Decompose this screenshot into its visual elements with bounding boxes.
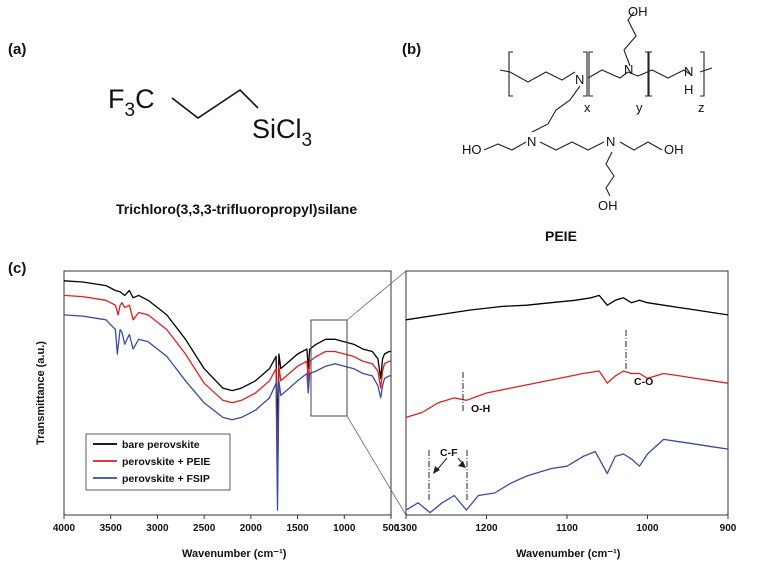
right-x-axis-label: Wavenumber (cm⁻¹) <box>516 548 621 560</box>
right-series-3 <box>405 438 729 514</box>
left-plot-area <box>63 280 391 511</box>
svg-text:OH: OH <box>598 198 618 213</box>
right-plot-area <box>405 294 729 514</box>
left-series-3 <box>63 314 391 511</box>
right-x-tick-label: 1300 <box>395 523 418 534</box>
svg-text:y: y <box>636 100 643 115</box>
legend-entry-bare: bare perovskite <box>122 439 200 451</box>
left-x-tick-label: 500 <box>383 523 400 534</box>
left-x-tick-label: 3500 <box>100 523 123 534</box>
legend-entry-peie: perovskite + PEIE <box>122 456 210 468</box>
svg-text:N: N <box>575 72 584 87</box>
panel-c-label: (c) <box>8 260 26 277</box>
svg-text:x: x <box>584 100 591 115</box>
svg-text:HO: HO <box>462 142 482 157</box>
svg-text:N: N <box>527 134 536 149</box>
left-series-1 <box>63 280 391 443</box>
right-series-2 <box>405 370 729 419</box>
left-x-tick-label: 3000 <box>146 523 169 534</box>
left-plot-frame <box>63 270 392 516</box>
svg-text:z: z <box>698 100 705 115</box>
svg-text:N: N <box>684 64 693 79</box>
propyl-chain <box>171 88 259 119</box>
annotation-oh: O-H <box>471 403 490 415</box>
left-x-tick-label: 1000 <box>333 523 356 534</box>
svg-text:OH: OH <box>628 4 648 19</box>
left-x-axis-label: Wavenumber (cm⁻¹) <box>182 548 287 560</box>
left-x-tick-label: 4000 <box>53 523 76 534</box>
right-x-tick-label: 900 <box>720 523 737 534</box>
peie-structure <box>483 11 713 197</box>
annotation-co: C-O <box>634 376 653 388</box>
right-x-ticks: 1300 1200 1100 1000 900 <box>395 515 737 534</box>
y-axis-label: Transmittance (a.u.) <box>35 341 47 445</box>
formula-sicl3: SiCl3 <box>252 114 312 151</box>
zoom-connector-bottom <box>346 415 407 516</box>
left-x-tick-label: 2000 <box>240 523 263 534</box>
right-x-tick-label: 1100 <box>556 523 578 534</box>
legend-entry-fsip: perovskite + FSIP <box>122 473 210 485</box>
legend: bare perovskite perovskite + PEIE perovs… <box>85 433 231 491</box>
annotation-cf: C-F <box>440 447 458 459</box>
left-x-tick-label: 2500 <box>193 523 216 534</box>
panel-a-label: (a) <box>8 41 26 58</box>
zoom-connector-top <box>346 270 407 321</box>
panel-b-name: PEIE <box>545 228 577 244</box>
right-series-1 <box>405 294 729 321</box>
peie-atoms: N N N H OH N N HO OH OH x y z <box>462 4 705 213</box>
formula-cf3: F3C <box>108 84 155 121</box>
left-x-tick-label: 1500 <box>286 523 309 534</box>
annotations <box>428 330 627 500</box>
svg-text:H: H <box>684 82 693 97</box>
svg-text:OH: OH <box>664 142 684 157</box>
panel-b-label: (b) <box>402 41 421 58</box>
zoom-region-box <box>310 319 348 417</box>
svg-text:N: N <box>624 62 633 77</box>
cf-arrow-1 <box>436 457 448 471</box>
right-x-tick-label: 1200 <box>475 523 498 534</box>
svg-text:N: N <box>606 134 615 149</box>
left-x-ticks: 4000 3500 3000 2500 2000 1500 1000 500 <box>53 515 400 534</box>
panel-a-name: Trichloro(3,3,3-trifluoropropyl)silane <box>116 201 357 217</box>
right-x-tick-label: 1000 <box>636 523 659 534</box>
